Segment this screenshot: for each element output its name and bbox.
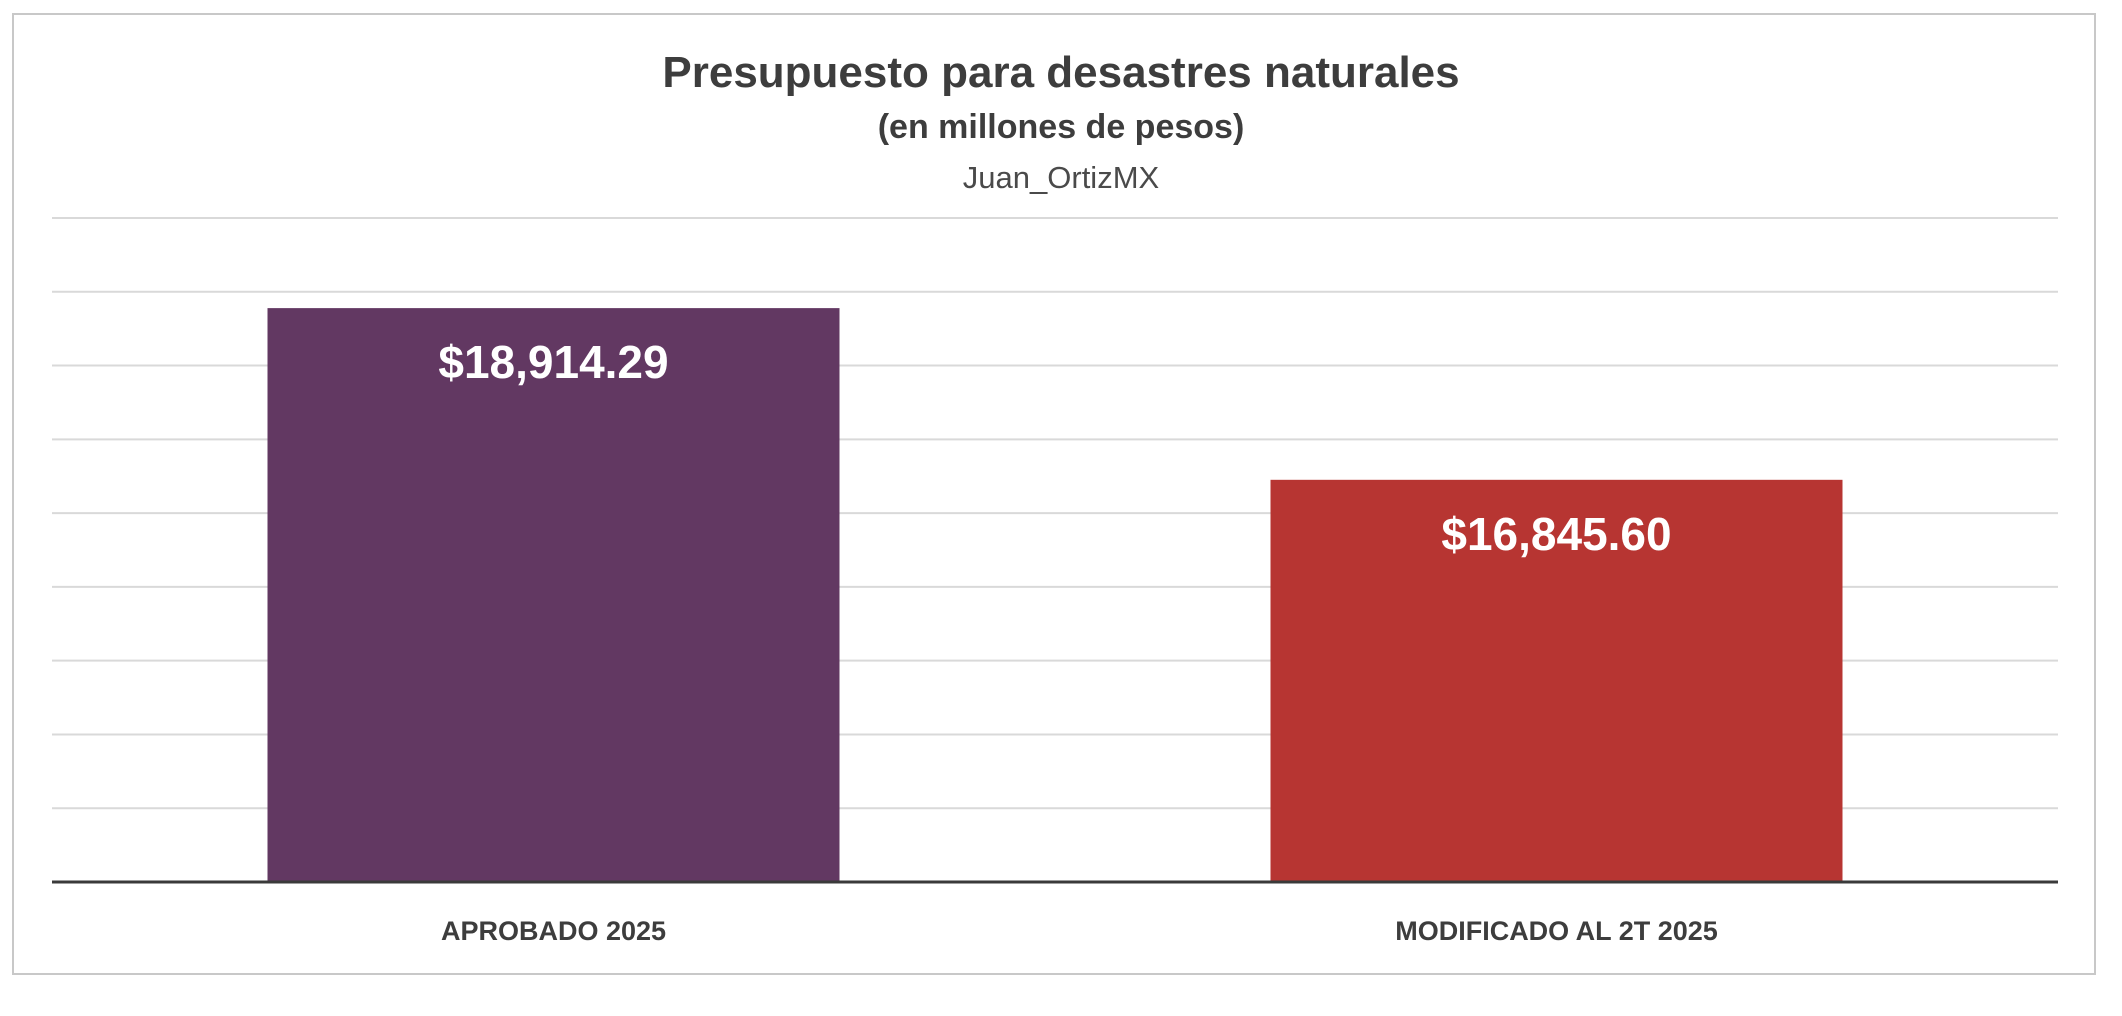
bar-value-label: $18,914.29 — [438, 336, 668, 388]
chart-author: Juan_OrtizMX — [962, 160, 1160, 195]
category-label: APROBADO 2025 — [441, 916, 666, 946]
labels: $18,914.29 APROBADO 2025 $16,845.60 MODIFIC… — [438, 336, 1717, 946]
bars — [267, 308, 1843, 883]
bar-value-label: $16,845.60 — [1441, 508, 1671, 560]
chart-title: Presupuesto para desastres naturales — [662, 48, 1460, 97]
bar-1 — [267, 308, 840, 883]
chart-subtitle: (en millones de pesos) — [877, 108, 1245, 146]
category-label: MODIFICADO AL 2T 2025 — [1395, 916, 1718, 946]
bar-2 — [1270, 479, 1843, 882]
